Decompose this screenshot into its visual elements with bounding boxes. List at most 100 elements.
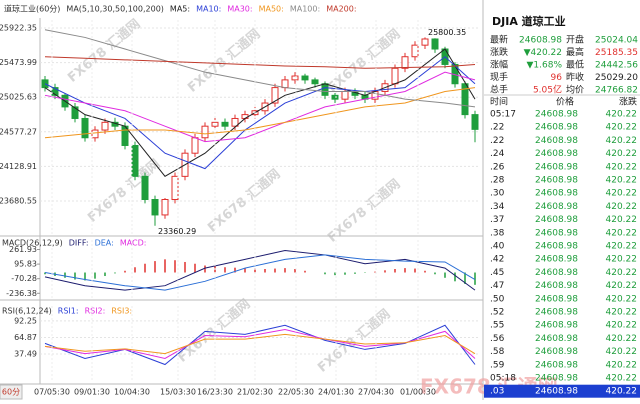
tick-cell: 24608.98 bbox=[535, 308, 578, 318]
candle-body bbox=[231, 117, 239, 127]
y-tick-label: 23680.55 bbox=[0, 197, 37, 206]
tick-cell: .40 bbox=[490, 242, 505, 252]
candle-body bbox=[411, 44, 419, 58]
indicator-line bbox=[44, 329, 476, 360]
stat-label: 现手 bbox=[490, 71, 508, 83]
tick-cell: 420.22 bbox=[606, 347, 638, 357]
tick-cell: .52 bbox=[490, 308, 504, 318]
tick-cell: .56 bbox=[490, 334, 505, 344]
candle-body bbox=[161, 199, 169, 216]
indicator-line bbox=[44, 333, 476, 355]
x-tick-label: 01/00:30 bbox=[400, 388, 436, 397]
candle-body bbox=[341, 90, 349, 100]
stat-label: 最低 bbox=[566, 59, 584, 71]
tick-cell: 420.22 bbox=[606, 360, 638, 370]
stat-value: 25024.04 bbox=[595, 36, 638, 46]
candle-body bbox=[71, 106, 79, 119]
y-tick-label: 261.93 bbox=[9, 245, 37, 254]
candle-body bbox=[221, 121, 229, 127]
stat-label: 最高 bbox=[566, 46, 584, 58]
candle-body bbox=[421, 38, 429, 46]
high-annotation: 25800.35 bbox=[428, 28, 466, 37]
tick-cell: 24608.98 bbox=[535, 228, 578, 238]
indicator-line bbox=[44, 87, 476, 139]
legend-entry: RSI1: bbox=[58, 307, 79, 316]
period-button[interactable] bbox=[0, 384, 23, 400]
tick-cell: .59 bbox=[490, 360, 505, 370]
candle-body bbox=[191, 137, 199, 154]
tick-cell: 24608.98 bbox=[535, 242, 578, 252]
tick-cell: .24 bbox=[490, 149, 505, 159]
period-label: 60分 bbox=[2, 388, 20, 397]
tick-cell: 420.22 bbox=[606, 176, 638, 186]
indicator-line bbox=[44, 48, 476, 177]
panel-title: MACD(26,12,9) bbox=[2, 239, 63, 248]
x-tick-label: 27/04:30 bbox=[358, 388, 394, 397]
tick-cell: .30 bbox=[490, 189, 505, 199]
legend-entry: MA10: bbox=[196, 5, 221, 14]
candle-body bbox=[471, 114, 479, 130]
tick-cell: 24608.98 bbox=[535, 162, 578, 172]
legend-entry: MA30: bbox=[227, 5, 252, 14]
candle-body bbox=[201, 125, 209, 139]
tick-cell: 420.22 bbox=[606, 387, 638, 397]
tick-cell: 420.22 bbox=[606, 110, 638, 120]
legend-entry: MA50: bbox=[259, 5, 284, 14]
x-tick-label: 16/23:30 bbox=[197, 388, 233, 397]
tick-cell: .42 bbox=[490, 255, 504, 265]
candle-body bbox=[131, 144, 139, 177]
tick-cell: 24608.98 bbox=[535, 321, 578, 331]
tick-cell: .22 bbox=[490, 123, 504, 133]
tick-cell: 05:17 bbox=[490, 110, 516, 120]
y-tick-label: 95.83 bbox=[14, 260, 37, 269]
tick-cell: .55 bbox=[490, 321, 504, 331]
indicator-line bbox=[44, 71, 476, 143]
tick-cell: .58 bbox=[490, 347, 505, 357]
candle-body bbox=[91, 129, 99, 139]
tick-cell: 420.22 bbox=[606, 308, 638, 318]
ticks-header: 价格 bbox=[556, 96, 574, 108]
tick-cell: .50 bbox=[490, 294, 505, 304]
stat-value: 25185.35 bbox=[595, 48, 638, 58]
tick-cell: .45 bbox=[490, 268, 504, 278]
tick-cell: 24608.98 bbox=[535, 136, 578, 146]
tick-cell: .37 bbox=[490, 215, 504, 225]
candle-body bbox=[431, 38, 439, 50]
legend-entry: RSI3: bbox=[111, 307, 132, 316]
tick-cell: 420.22 bbox=[606, 268, 638, 278]
candle-body bbox=[271, 87, 279, 104]
candle-body bbox=[461, 83, 469, 116]
x-tick-label: 09/01:30 bbox=[74, 388, 110, 397]
tick-cell: .26 bbox=[490, 162, 505, 172]
tick-cell: 420.22 bbox=[606, 215, 638, 225]
tick-cell: 24608.98 bbox=[535, 189, 578, 199]
tick-cell: .34 bbox=[490, 202, 505, 212]
tick-cell: .03 bbox=[490, 387, 504, 397]
tick-cell: 420.22 bbox=[606, 136, 638, 146]
legend-entry: RSI2: bbox=[85, 307, 106, 316]
tick-cell: 24608.98 bbox=[535, 268, 578, 278]
tick-cell: 24608.98 bbox=[535, 374, 578, 384]
tick-cell: .22 bbox=[490, 136, 504, 146]
stat-label: 均价 bbox=[566, 84, 584, 96]
candle-body bbox=[101, 121, 109, 131]
low-annotation: 23360.29 bbox=[158, 227, 196, 236]
x-tick-label: 22/05:30 bbox=[278, 388, 314, 397]
tick-cell: 420.22 bbox=[606, 374, 638, 384]
candle-body bbox=[311, 79, 319, 85]
y-tick-label: 25025.63 bbox=[0, 93, 37, 102]
y-tick-label: 64.87 bbox=[14, 333, 37, 342]
tick-cell: 24608.98 bbox=[535, 255, 578, 265]
stat-label: 开盘 bbox=[566, 34, 584, 46]
tick-cell: 420.22 bbox=[606, 123, 638, 133]
tick-cell: 24608.98 bbox=[535, 281, 578, 291]
selected-row bbox=[484, 384, 640, 398]
stat-label: 涨幅 bbox=[490, 59, 508, 71]
y-tick-label: -236.38 bbox=[6, 289, 37, 298]
tick-cell: 24608.98 bbox=[535, 360, 578, 370]
indicator-line bbox=[44, 56, 476, 170]
candle-body bbox=[41, 79, 49, 89]
candle-body bbox=[51, 87, 59, 96]
stat-value: ▼1.68% bbox=[526, 61, 562, 71]
